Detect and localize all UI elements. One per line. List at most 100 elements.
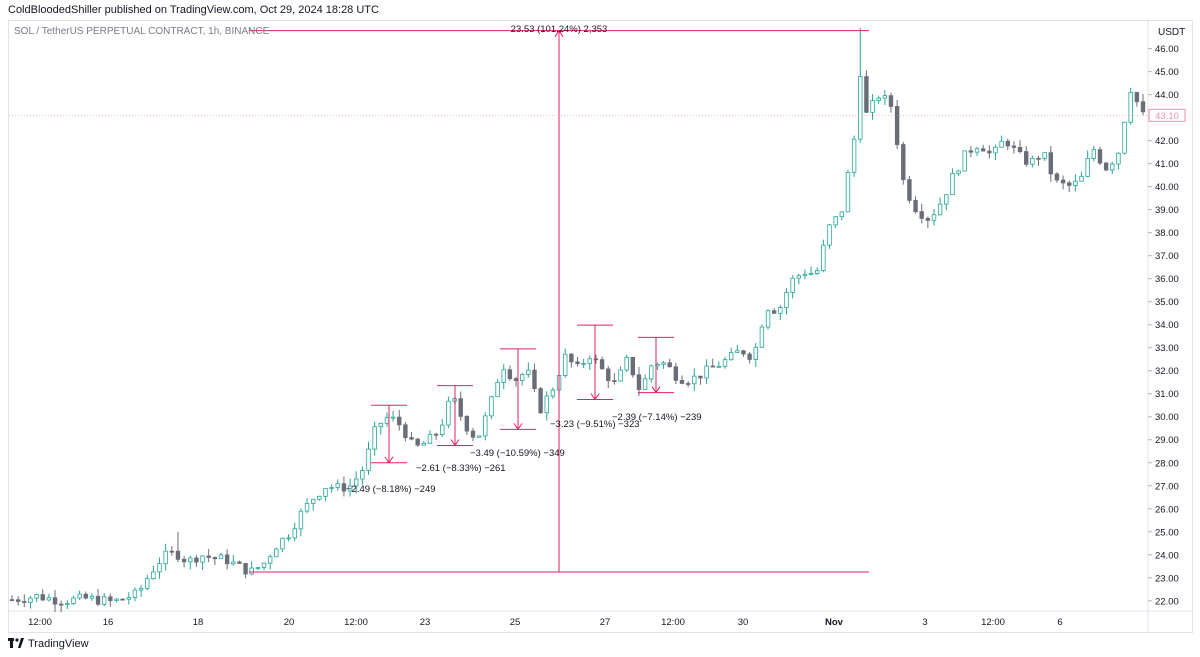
candle-body[interactable] xyxy=(993,146,998,154)
candle-body[interactable] xyxy=(1110,163,1115,171)
candle-body[interactable] xyxy=(513,378,519,381)
candle-body[interactable] xyxy=(679,379,685,384)
candle-body[interactable] xyxy=(292,528,297,539)
candle-body[interactable] xyxy=(464,415,470,432)
candle-body[interactable] xyxy=(108,596,113,601)
candle-body[interactable] xyxy=(495,381,500,398)
candle-body[interactable] xyxy=(685,383,691,385)
candle-body[interactable] xyxy=(987,150,992,154)
candle-body[interactable] xyxy=(704,365,709,379)
candle-body[interactable] xyxy=(630,356,636,376)
candle-body[interactable] xyxy=(870,100,875,113)
candle-body[interactable] xyxy=(882,95,888,99)
candle-body[interactable] xyxy=(919,211,924,219)
candle-body[interactable] xyxy=(950,173,955,196)
candle-body[interactable] xyxy=(636,374,642,390)
candle-body[interactable] xyxy=(538,388,543,414)
candle-body[interactable] xyxy=(618,369,623,382)
candle-body[interactable] xyxy=(1122,121,1127,154)
candle-body[interactable] xyxy=(741,350,746,355)
candle-body[interactable] xyxy=(255,567,261,569)
candle-body[interactable] xyxy=(845,172,851,213)
candle-body[interactable] xyxy=(599,359,605,370)
candle-body[interactable] xyxy=(366,448,371,471)
candle-body[interactable] xyxy=(317,495,322,500)
candle-body[interactable] xyxy=(1079,175,1084,182)
candle-body[interactable] xyxy=(888,95,894,107)
candle-body[interactable] xyxy=(433,433,439,436)
candle-body[interactable] xyxy=(901,144,906,180)
candle-body[interactable] xyxy=(944,194,949,205)
candle-body[interactable] xyxy=(894,105,900,145)
candle-body[interactable] xyxy=(280,537,285,550)
candle-body[interactable] xyxy=(569,353,574,363)
candle-body[interactable] xyxy=(649,365,654,380)
candle-body[interactable] xyxy=(612,380,617,382)
candle-body[interactable] xyxy=(501,369,506,383)
candle-body[interactable] xyxy=(1048,152,1053,175)
candle-body[interactable] xyxy=(218,554,224,560)
candle-body[interactable] xyxy=(329,486,334,489)
candle-body[interactable] xyxy=(440,424,445,435)
candle-body[interactable] xyxy=(753,346,758,360)
candle-body[interactable] xyxy=(274,548,279,558)
candle-body[interactable] xyxy=(114,598,119,601)
candle-body[interactable] xyxy=(575,361,580,365)
candle-body[interactable] xyxy=(403,424,408,438)
candle-body[interactable] xyxy=(304,503,310,512)
candle-body[interactable] xyxy=(1103,162,1109,171)
candle-body[interactable] xyxy=(120,598,125,601)
candle-body[interactable] xyxy=(1036,157,1041,160)
candle-body[interactable] xyxy=(415,438,420,446)
candle-body[interactable] xyxy=(489,396,494,417)
candle-body[interactable] xyxy=(83,593,88,599)
candle-body[interactable] xyxy=(231,561,236,565)
candle-body[interactable] xyxy=(925,218,931,221)
candle-body[interactable] xyxy=(624,356,629,371)
candle-body[interactable] xyxy=(9,599,15,602)
candle-body[interactable] xyxy=(999,140,1004,148)
candle-body[interactable] xyxy=(261,562,267,568)
candle-body[interactable] xyxy=(962,150,967,172)
candle-body[interactable] xyxy=(1011,145,1017,148)
candle-body[interactable] xyxy=(138,587,144,591)
candle-body[interactable] xyxy=(839,211,845,218)
candle-body[interactable] xyxy=(876,97,881,102)
candle-body[interactable] xyxy=(77,593,82,599)
candle-body[interactable] xyxy=(1091,149,1097,159)
candle-body[interactable] xyxy=(476,435,482,438)
candle-body[interactable] xyxy=(931,214,937,221)
candle-body[interactable] xyxy=(507,369,513,380)
candle-body[interactable] xyxy=(40,594,45,601)
candle-body[interactable] xyxy=(1005,140,1010,147)
candle-body[interactable] xyxy=(384,417,390,424)
candle-body[interactable] xyxy=(169,550,175,553)
candle-body[interactable] xyxy=(267,556,273,564)
candle-body[interactable] xyxy=(224,554,230,565)
candle-body[interactable] xyxy=(1073,180,1078,186)
candle-body[interactable] xyxy=(907,179,912,201)
candle-body[interactable] xyxy=(722,359,728,367)
candle-body[interactable] xyxy=(692,375,697,385)
candle-body[interactable] xyxy=(323,488,328,497)
candle-body[interactable] xyxy=(1017,146,1023,152)
candle-body[interactable] xyxy=(71,597,76,604)
candle-body[interactable] xyxy=(796,275,801,279)
candle-body[interactable] xyxy=(206,555,211,558)
candle-body[interactable] xyxy=(784,292,789,308)
candle-body[interactable] xyxy=(427,433,433,444)
candle-body[interactable] xyxy=(157,563,162,573)
candle-body[interactable] xyxy=(181,558,187,563)
candle-body[interactable] xyxy=(102,596,107,605)
candle-body[interactable] xyxy=(827,224,832,246)
candle-body[interactable] xyxy=(1060,179,1066,184)
candle-body[interactable] xyxy=(606,368,611,381)
candle-body[interactable] xyxy=(790,277,795,293)
candle-body[interactable] xyxy=(913,199,918,213)
candle-body[interactable] xyxy=(421,442,427,446)
candle-body[interactable] xyxy=(1054,173,1060,181)
candle-body[interactable] xyxy=(1067,182,1072,186)
candle-body[interactable] xyxy=(347,485,353,492)
candle-body[interactable] xyxy=(642,378,648,390)
